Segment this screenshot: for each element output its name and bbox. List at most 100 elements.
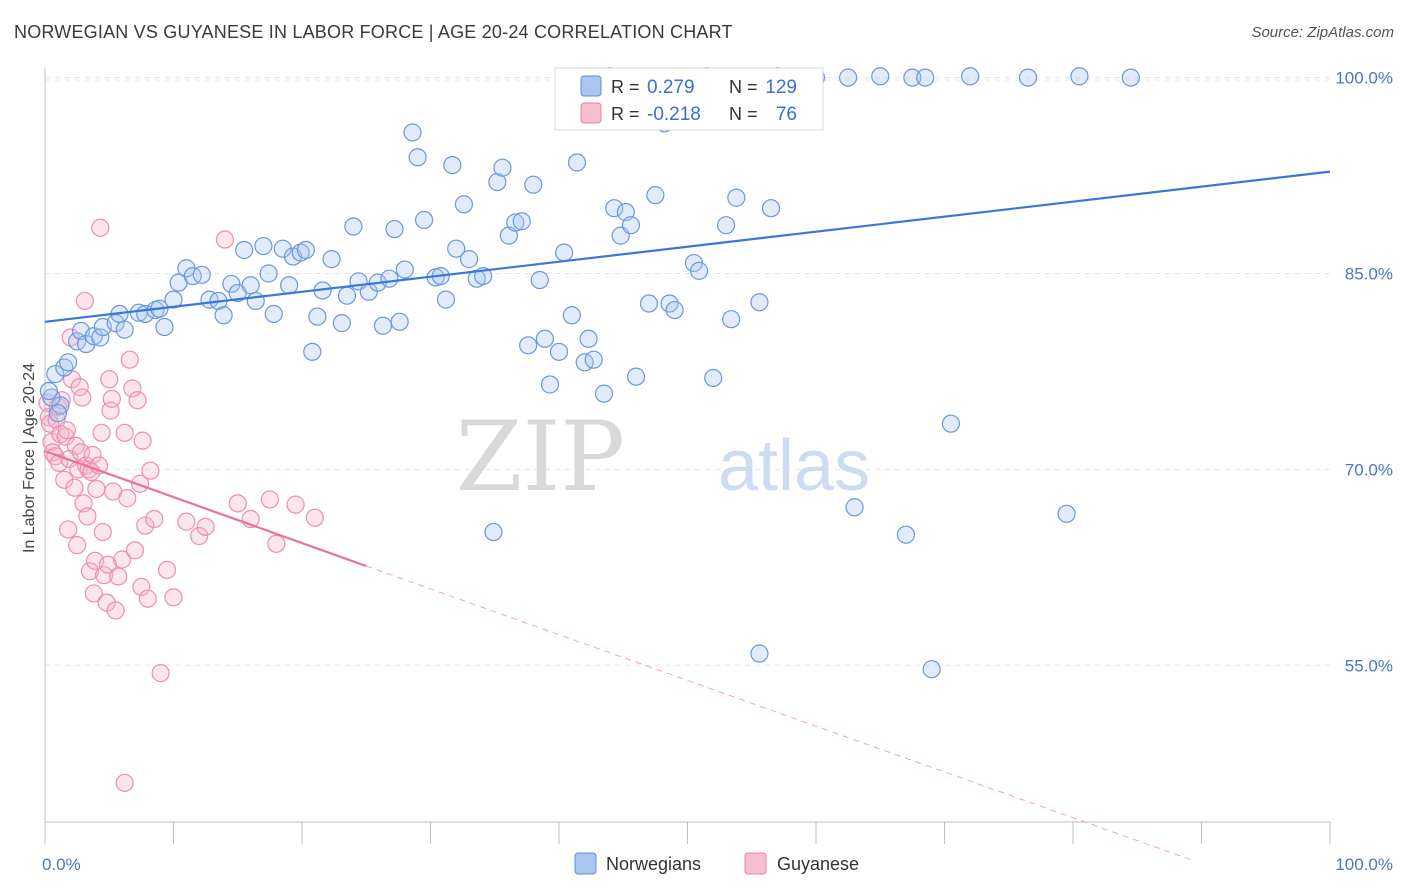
- norwegian-point: [704, 368, 723, 388]
- norwegian-point: [594, 384, 614, 403]
- norwegian-point: [626, 367, 646, 386]
- guyanese-point: [112, 550, 132, 569]
- norwegian-point: [941, 414, 961, 433]
- guyanese-point: [87, 479, 106, 499]
- norwegian-point: [530, 270, 549, 290]
- norwegian-point: [459, 250, 479, 269]
- y-axis-label: In Labor Force | Age 20-24: [21, 363, 38, 553]
- guyanese-point: [157, 560, 177, 580]
- norwegian-point: [484, 522, 503, 542]
- correlation-legend: R = 0.279 N = 129 R = -0.218 N = 76: [554, 67, 824, 131]
- guyanese-point: [106, 601, 125, 620]
- norwegian-point: [259, 264, 278, 283]
- guyanese-point: [196, 517, 215, 536]
- norwegian-point: [395, 260, 414, 279]
- norwegian-point: [403, 123, 422, 142]
- legend-n-value-norwegians: 129: [765, 77, 797, 98]
- guyanese-point: [109, 567, 128, 586]
- norwegian-point: [59, 353, 78, 372]
- guyanese-point: [151, 664, 170, 683]
- norwegian-point: [337, 286, 357, 305]
- norwegian-point: [579, 329, 598, 348]
- guyanese-point: [92, 423, 111, 442]
- x-tick-label: 100.0%: [1335, 855, 1393, 874]
- guyanese-point: [70, 378, 89, 397]
- norwegian-point: [91, 328, 110, 347]
- norwegian-point: [646, 186, 665, 205]
- y-tick-label: 100.0%: [1335, 69, 1393, 88]
- norwegian-point: [839, 68, 858, 87]
- guyanese-point: [260, 490, 279, 509]
- norwegian-point: [540, 375, 560, 394]
- norwegian-point: [192, 265, 211, 284]
- norwegian-point: [1121, 68, 1140, 87]
- legend-n-label: N =: [729, 77, 758, 97]
- guyanese-point: [123, 379, 142, 398]
- norwegian-point: [454, 195, 474, 214]
- norwegian-point: [493, 158, 512, 177]
- guyanese-point: [164, 588, 183, 607]
- guyanese-point: [115, 423, 134, 442]
- norwegian-point: [750, 644, 769, 663]
- norwegian-points: [39, 67, 1140, 679]
- norwegian-point: [519, 336, 538, 355]
- guyanese-point: [133, 431, 152, 450]
- norwegian-point: [961, 67, 980, 86]
- guyanese-point: [65, 478, 84, 497]
- norwegian-point: [488, 172, 507, 192]
- bottom-legend-swatch-norwegians: [574, 852, 597, 875]
- guyanese-point: [75, 291, 94, 311]
- guyanese-point: [78, 507, 97, 526]
- watermark-zip: ZIP: [456, 401, 625, 513]
- norwegian-point: [447, 239, 466, 258]
- norwegian-point: [689, 261, 709, 280]
- norwegian-point: [922, 660, 941, 679]
- bottom-legend-guyanese: Guyanese: [777, 854, 859, 874]
- guyanese-point: [145, 509, 164, 529]
- norwegian-point: [722, 310, 741, 329]
- norwegian-point: [296, 240, 315, 260]
- guyanese-trend-line: [44, 450, 367, 568]
- legend-swatch-norwegians: [580, 75, 602, 97]
- norwegian-point: [115, 320, 134, 339]
- norwegian-point: [380, 269, 399, 288]
- x-tick-label: 0.0%: [42, 855, 81, 874]
- series-legend: Norwegians Guyanese: [574, 852, 859, 875]
- norwegian-point: [408, 148, 427, 167]
- guyanese-point: [177, 512, 196, 531]
- legend-r-label: R =: [611, 104, 640, 124]
- norwegian-point: [164, 290, 183, 309]
- legend-r-value-norwegians: 0.279: [647, 77, 695, 98]
- legend-n-label: N =: [729, 104, 758, 124]
- norwegian-point: [639, 294, 659, 313]
- norwegian-point: [246, 291, 265, 311]
- guyanese-point: [91, 218, 110, 237]
- norwegian-point: [344, 217, 363, 236]
- norwegian-point: [385, 219, 404, 239]
- norwegian-point: [443, 155, 462, 175]
- guyanese-point: [57, 421, 76, 440]
- guyanese-point: [73, 388, 92, 407]
- guyanese-point: [56, 427, 75, 446]
- guyanese-point: [98, 555, 118, 574]
- guyanese-point: [115, 773, 134, 792]
- guyanese-point: [130, 474, 150, 493]
- norwegian-point: [871, 67, 890, 86]
- norwegian-point: [308, 307, 327, 326]
- legend-r-value-guyanese: -0.218: [647, 104, 701, 125]
- guyanese-point: [132, 577, 151, 597]
- norwegian-point: [48, 404, 67, 423]
- norwegian-point: [436, 290, 456, 309]
- guyanese-point: [84, 584, 103, 603]
- norwegian-point: [665, 300, 684, 320]
- norwegian-point: [332, 314, 351, 333]
- bottom-legend-swatch-guyanese: [744, 852, 767, 875]
- y-tick-label: 85.0%: [1345, 264, 1393, 283]
- norwegian-point: [506, 213, 525, 232]
- norwegian-point: [567, 153, 587, 172]
- norwegian-point: [303, 342, 322, 361]
- norwegian-point: [562, 306, 581, 325]
- trend-lines: [44, 170, 1331, 862]
- norwegian-point: [761, 199, 781, 218]
- y-tick-label: 70.0%: [1345, 460, 1393, 479]
